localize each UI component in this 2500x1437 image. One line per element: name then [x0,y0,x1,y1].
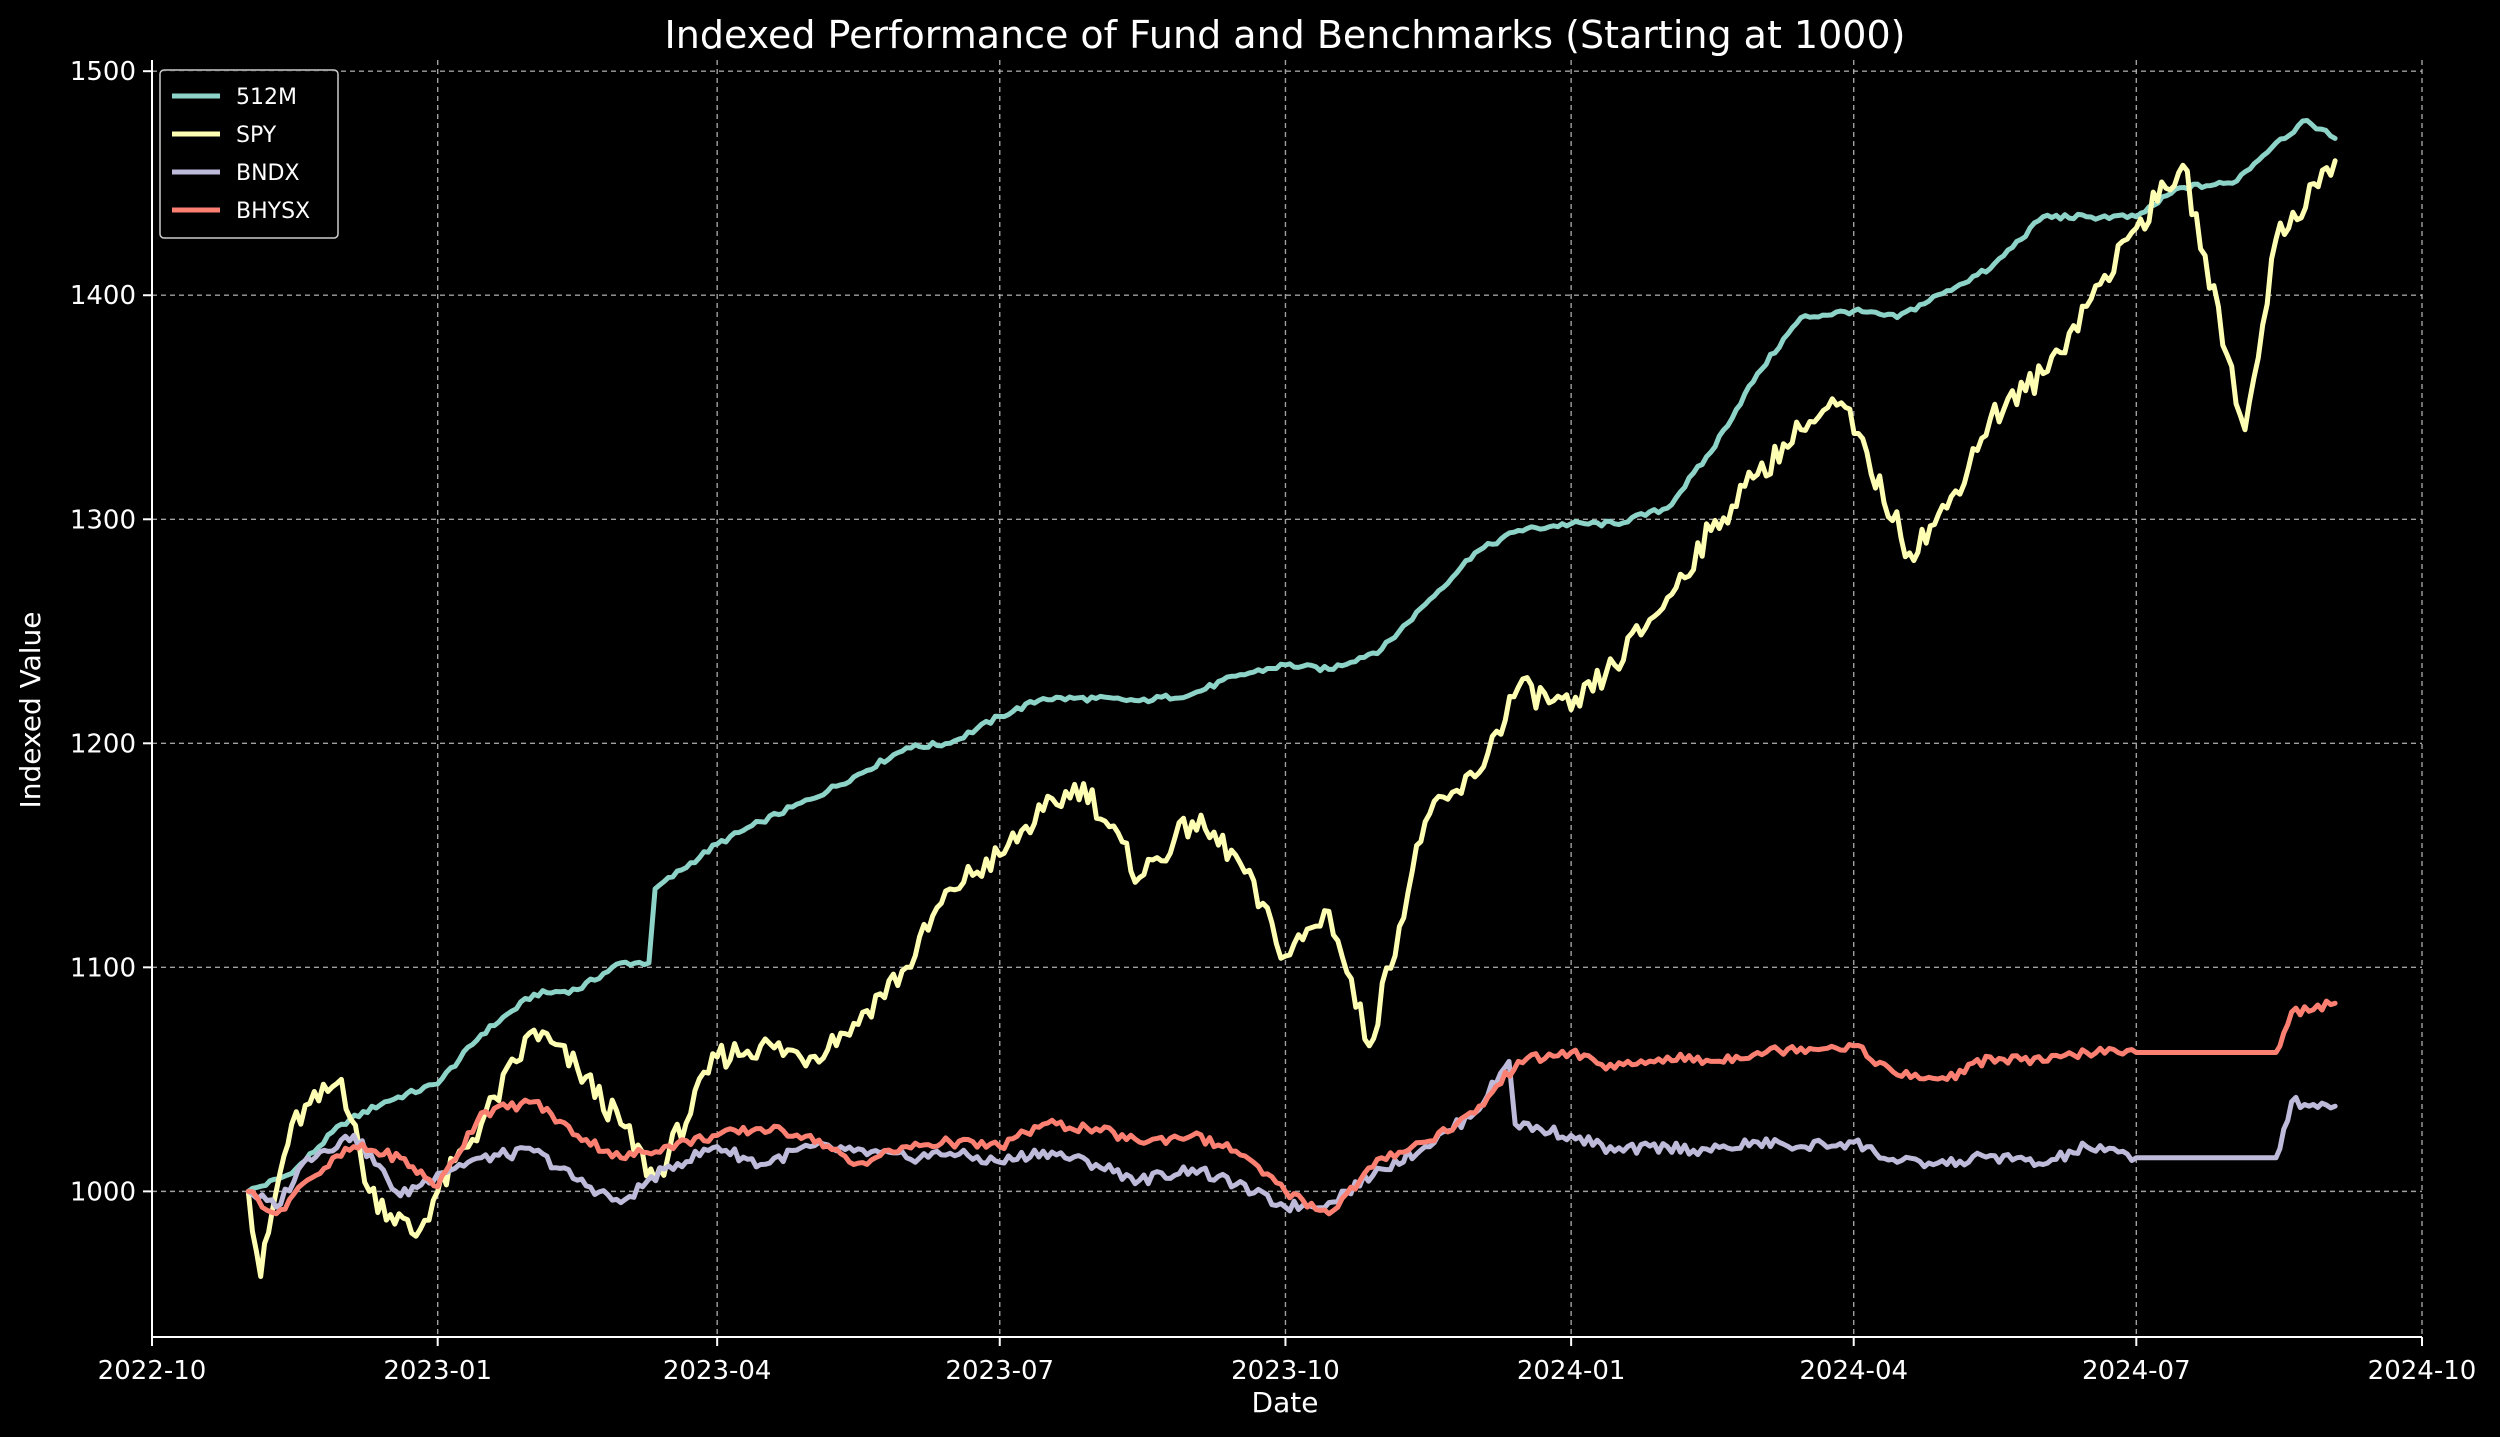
x-tick-label: 2023-07 [945,1356,1054,1386]
x-tick-label: 2024-07 [2082,1356,2191,1386]
axes-layer: 2022-10 2023-01 2023-04 2023-07 2023-10 2024-… [70,57,2476,1386]
x-tick-label: 2024-04 [1799,1356,1908,1386]
series-layer [245,118,2338,1279]
x-tick-label: 2024-10 [2368,1356,2477,1386]
legend-label: BHYSX [236,199,310,224]
series-line-512m [245,118,2338,1194]
x-tick-label: 2023-04 [663,1356,772,1386]
legend-label: BNDX [236,161,300,186]
series-line-spy [245,158,2338,1279]
y-tick-label: 1400 [70,281,136,311]
chart-title: Indexed Performance of Fund and Benchmar… [665,13,1906,57]
legend-frame [159,69,339,239]
y-tick-label: 1500 [70,57,136,87]
series-line-bhysx [245,998,2338,1217]
y-tick-label: 1000 [70,1177,136,1207]
y-axis-title: Indexed Value [14,611,47,808]
x-tick-label: 2023-10 [1231,1356,1340,1386]
y-tick-label: 1100 [70,953,136,983]
x-tick-label: 2023-01 [383,1356,492,1386]
x-tick-label: 2022-10 [98,1356,207,1386]
legend-label: 512M [236,85,297,110]
grid-layer [151,60,2423,1337]
y-tick-label: 1300 [70,505,136,535]
x-tick-label: 2024-01 [1517,1356,1626,1386]
legend: 512M SPY BNDX BHYSX [159,69,339,239]
legend-label: SPY [236,123,277,148]
series-line-bndx [245,1058,2338,1214]
y-tick-label: 1200 [70,729,136,759]
x-axis-title: Date [1252,1386,1319,1419]
